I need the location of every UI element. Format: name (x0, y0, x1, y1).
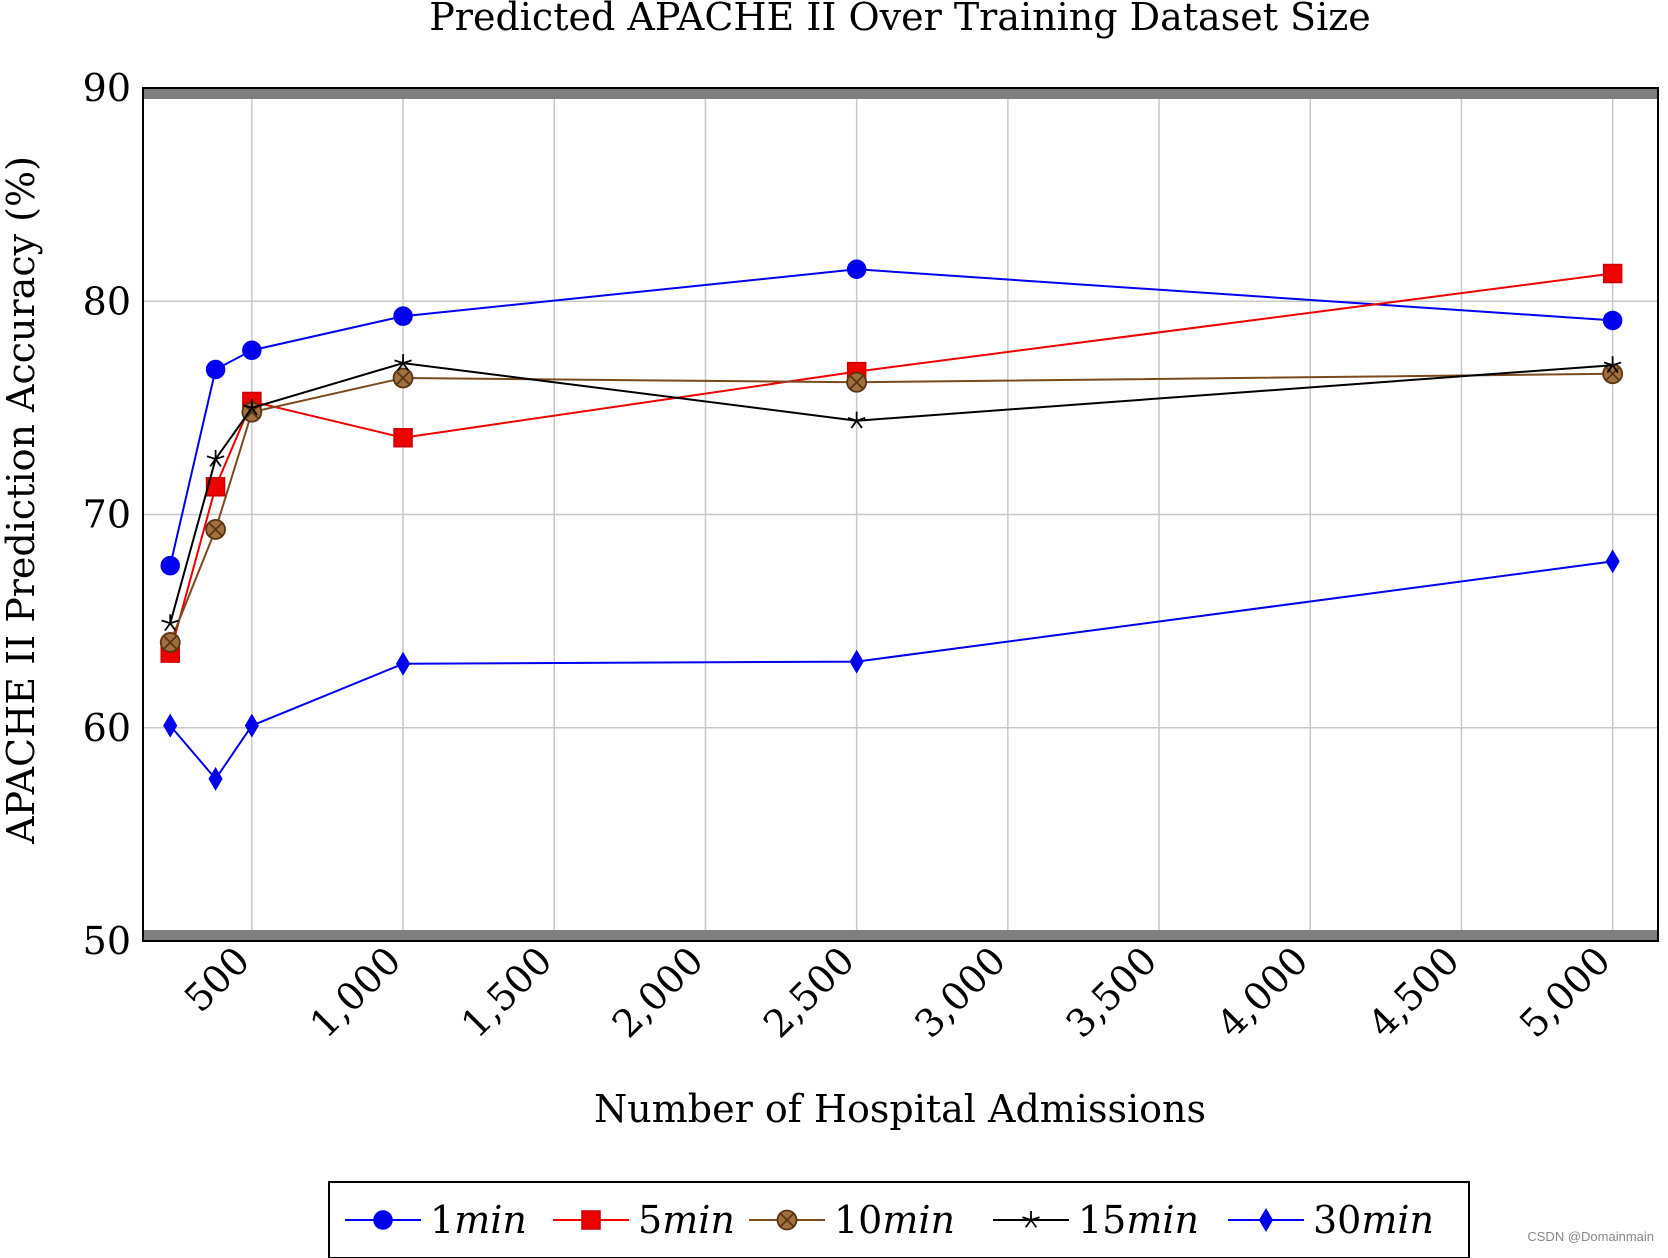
legend-entry-10min: 10min (749, 1198, 955, 1242)
x-tick-label: 1,000 (301, 938, 409, 1046)
data-point (1605, 549, 1620, 574)
series-10min (159, 363, 1624, 653)
marker-cross (1605, 366, 1620, 382)
data-point (847, 411, 866, 429)
legend-entry-30min: 30min (1228, 1198, 1434, 1242)
y-tick-label: 70 (83, 493, 131, 537)
legend-marker (776, 1209, 798, 1231)
marker-cross (208, 522, 223, 537)
data-point (161, 614, 180, 632)
x-tick-label: 3,000 (906, 938, 1014, 1046)
y-tick-label: 80 (83, 279, 131, 323)
data-point (394, 354, 412, 371)
marker-cross (779, 1212, 795, 1228)
x-tick-label: 5,000 (1511, 938, 1619, 1046)
data-point (849, 649, 864, 674)
data-point (205, 477, 226, 497)
marker-cross (244, 404, 260, 420)
series-line (169, 560, 1613, 781)
data-point (244, 713, 259, 738)
legend-marker (581, 1210, 601, 1230)
data-point (392, 367, 414, 389)
legend-label: 15min (1078, 1198, 1199, 1242)
legend-label: 5min (638, 1198, 735, 1242)
data-point (160, 555, 180, 576)
bottom-band (143, 930, 1658, 941)
series-5min (160, 263, 1623, 663)
x-tick-label: 4,500 (1360, 938, 1468, 1046)
x-tick-label: 2,500 (755, 938, 863, 1046)
y-tick-label: 90 (83, 66, 131, 110)
data-point (395, 651, 411, 676)
y-axis-label: APACHE II Prediction Accuracy (%) (0, 156, 43, 845)
top-band (143, 88, 1658, 99)
series-15min (161, 354, 1622, 632)
legend-entry-1min: 1min (345, 1198, 527, 1242)
data-point (1603, 356, 1622, 374)
marker-cross (162, 635, 178, 650)
data-point (1602, 263, 1623, 284)
data-point (208, 766, 223, 791)
series-line (169, 372, 1613, 643)
legend-label: 30min (1313, 1198, 1434, 1242)
grid-lines (143, 87, 1658, 942)
series-line (169, 362, 1613, 624)
y-tick-label: 60 (83, 706, 131, 750)
x-tick-label: 500 (176, 938, 258, 1020)
data-point (242, 340, 262, 361)
x-tick-label: 4,000 (1209, 938, 1317, 1046)
marker-cross (849, 374, 864, 390)
data-point (393, 306, 413, 326)
data-point (205, 359, 226, 380)
x-tick-labels: 500 1,000 1,500 2,000 2,500 3,000 3,500 4,000 4,… (176, 938, 1619, 1046)
data-point (205, 519, 226, 540)
y-tick-label: 50 (83, 919, 131, 963)
legend-entry-5min: 5min (553, 1198, 735, 1242)
data-point (846, 259, 867, 280)
series-line (169, 272, 1613, 654)
data-point (159, 632, 181, 653)
x-tick-label: 2,000 (604, 938, 712, 1046)
series-30min (163, 549, 1620, 791)
y-tick-labels: 50 60 70 80 90 (83, 66, 131, 963)
series-line (169, 268, 1613, 566)
legend-marker (1022, 1211, 1040, 1228)
watermark: CSDN @Domainmain (1527, 1229, 1654, 1244)
legend-label: 1min (430, 1198, 527, 1242)
x-tick-label: 3,500 (1057, 938, 1165, 1046)
series-1min (160, 259, 1623, 576)
data-point (1602, 363, 1624, 385)
data-point (243, 398, 261, 416)
data-point (393, 427, 413, 448)
data-point (206, 450, 225, 467)
legend-entry-15min: 15min (993, 1198, 1199, 1242)
chart-title: Predicted APACHE II Over Training Datase… (429, 0, 1371, 39)
data-point (163, 713, 178, 738)
legend-marker (1258, 1208, 1274, 1232)
data-point (846, 371, 868, 393)
data-point (1602, 310, 1623, 331)
series-group (159, 259, 1624, 791)
x-tick-label: 1,500 (453, 938, 561, 1046)
legend-marker (373, 1210, 393, 1230)
x-axis-label: Number of Hospital Admissions (594, 1087, 1206, 1131)
marker-cross (395, 370, 411, 386)
frame-bars (143, 88, 1658, 941)
plot-frame (142, 87, 1659, 942)
legend: 1min 5min 10min 15min 30min (328, 1181, 1470, 1258)
legend-label: 10min (834, 1198, 955, 1242)
